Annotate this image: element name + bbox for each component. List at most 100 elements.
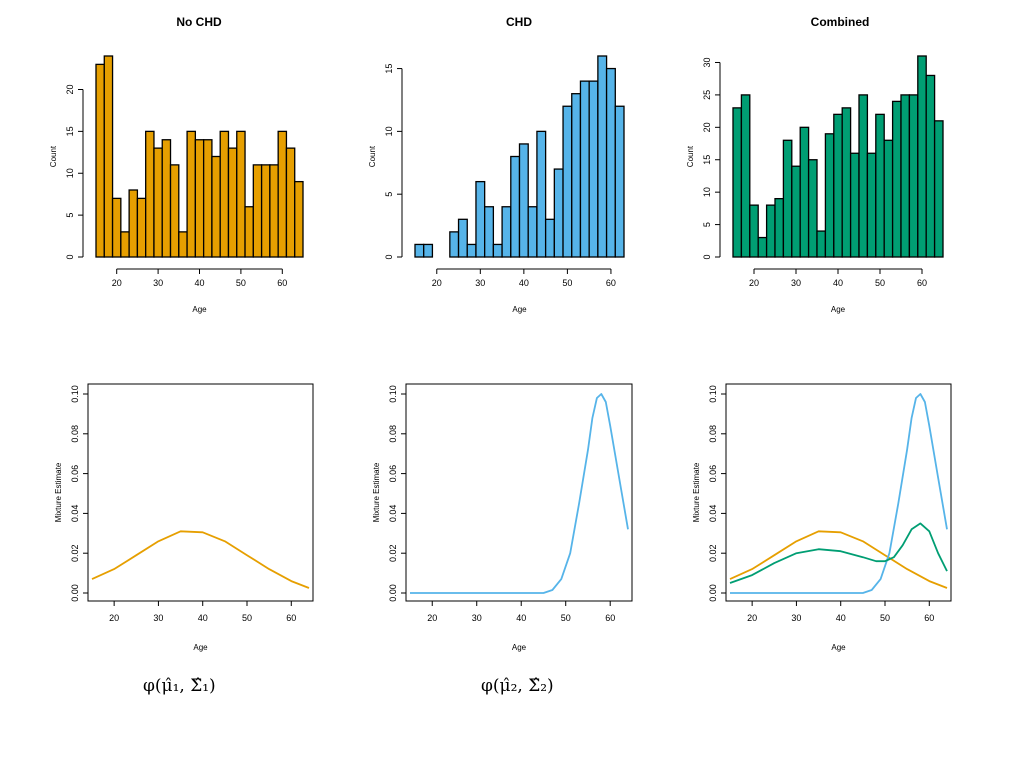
density-density-chd: 0.00 0.02 0.04 0.06 0.08 0.10 Mixture Estimate… [372,383,633,652]
histogram-hist-combined: Combined 0 5 10 15 20 25 30 Count 20 30 40 50 60 Age [686,15,944,314]
histogram-bar [219,130,230,258]
x-tick-label: 40 [519,278,529,288]
y-tick-label: 5 [702,222,712,227]
histogram-bar [925,74,936,258]
y-tick-label: 0.10 [70,385,80,403]
x-tick-label: 50 [875,278,885,288]
histogram-bar [858,94,869,258]
y-axis-label: Count [49,145,58,167]
x-tick-label: 30 [472,613,482,623]
density-density-no-chd: 0.00 0.02 0.04 0.06 0.08 0.10 Mixture Estimate… [54,383,314,652]
y-tick-label: 0.00 [70,584,80,602]
histogram-bar [891,100,902,258]
x-tick-label: 40 [836,613,846,623]
y-tick-label: 0.04 [388,505,398,523]
histogram-bar [553,168,564,258]
y-axis-label: Mixture Estimate [692,462,701,522]
x-tick-label: 20 [109,613,119,623]
histogram-hist-chd: CHD 0 5 10 15 Count 20 30 40 50 60 Age [368,15,625,314]
y-tick-label: 0 [65,254,75,259]
x-tick-label: 60 [917,278,927,288]
y-tick-label: 0.10 [388,385,398,403]
x-tick-label: 20 [747,613,757,623]
histogram-bar [178,231,188,258]
histogram-bar [252,164,263,258]
histogram-bar [457,218,468,258]
histogram-bar [782,139,793,258]
x-tick-label: 50 [561,613,571,623]
y-axis-label: Mixture Estimate [54,462,63,522]
histogram-bar [757,236,768,258]
histogram-hist-no-chd: No CHD 0 5 10 15 20 Count 20 30 40 50 60 Age [49,15,304,314]
x-tick-label: 50 [880,613,890,623]
histogram-bar [449,231,460,258]
panel-title: Combined [811,15,870,29]
y-tick-label: 25 [702,90,712,100]
y-tick-label: 5 [65,213,75,218]
y-tick-label: 0.02 [70,544,80,562]
x-tick-label: 40 [194,278,204,288]
y-tick-label: 20 [65,84,75,94]
y-tick-label: 0.00 [708,584,718,602]
y-tick-label: 5 [384,192,394,197]
panel-title: No CHD [176,15,222,29]
histogram-bar [588,80,599,258]
histogram-bar [161,139,172,258]
x-axis-label: Age [831,305,846,314]
x-tick-label: 20 [432,278,442,288]
density-line-no-chd [91,530,310,589]
y-tick-label: 0.04 [70,505,80,523]
x-tick-label: 20 [112,278,122,288]
y-tick-label: 0.04 [708,505,718,523]
histogram-bar [475,180,486,258]
y-tick-label: 30 [702,57,712,67]
y-tick-label: 0.06 [70,465,80,483]
histogram-bar [933,120,944,258]
y-tick-label: 0.00 [388,584,398,602]
histogram-bar [492,243,503,258]
histogram-bar [169,164,180,258]
histogram-bar [536,130,547,258]
histogram-bar [740,94,751,258]
y-tick-label: 10 [384,126,394,136]
y-tick-label: 0.08 [708,425,718,443]
histogram-bar [202,139,213,258]
histogram-bar [579,80,590,258]
density-density-combined: 0.00 0.02 0.04 0.06 0.08 0.10 Mixture Estimate… [692,383,952,652]
y-tick-label: 0 [384,254,394,259]
histogram-bar [866,152,877,258]
histogram-bar [571,93,582,258]
x-tick-label: 20 [749,278,759,288]
x-axis-label: Age [192,305,207,314]
x-tick-label: 50 [562,278,572,288]
y-tick-label: 0.02 [708,544,718,562]
histogram-bar [153,147,163,258]
histogram-bar [194,139,205,258]
histogram-bar [128,189,139,258]
histogram-bar [466,243,477,258]
histogram-bar [749,204,759,258]
x-tick-label: 60 [286,613,296,623]
x-tick-label: 40 [833,278,843,288]
density-line-chd [410,393,629,594]
histogram-bar [841,107,852,258]
y-tick-label: 0.08 [388,425,398,443]
histogram-bar [285,147,296,258]
histogram-bar [732,107,743,258]
x-tick-label: 50 [242,613,252,623]
histogram-bar [294,180,304,258]
histogram-bar [824,133,835,258]
histogram-bar [900,94,911,258]
y-tick-label: 0.10 [708,385,718,403]
histogram-bar [765,204,776,258]
x-axis-label: Age [512,305,527,314]
y-axis-label: Mixture Estimate [372,462,381,522]
histogram-bar [849,152,860,258]
histogram-bar [562,105,573,258]
histogram-bar [527,206,538,258]
histogram-bar [883,139,894,258]
y-tick-label: 10 [65,168,75,178]
x-axis-label: Age [193,643,208,652]
histogram-bar [544,218,555,258]
